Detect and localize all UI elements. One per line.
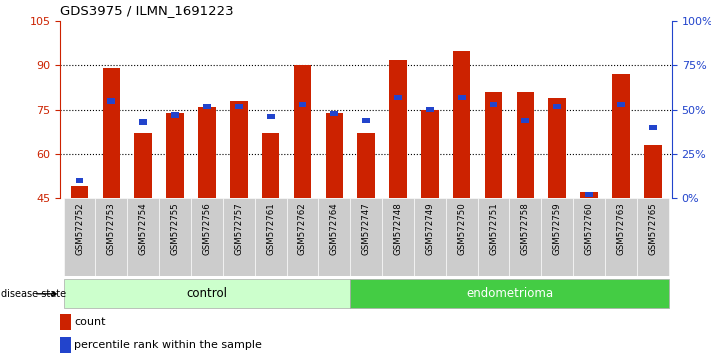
Bar [553, 104, 561, 109]
Text: GSM572749: GSM572749 [425, 202, 434, 255]
Bar [637, 198, 669, 276]
Bar [612, 74, 630, 198]
Bar [605, 198, 637, 276]
Text: GDS3975 / ILMN_1691223: GDS3975 / ILMN_1691223 [60, 4, 234, 17]
Text: GSM572755: GSM572755 [171, 202, 180, 255]
Bar [139, 120, 147, 125]
Bar [230, 101, 247, 198]
Bar [107, 98, 115, 104]
Text: endometrioma: endometrioma [466, 287, 553, 300]
Bar [426, 107, 434, 113]
Bar [478, 198, 510, 276]
Bar [102, 68, 120, 198]
Bar [453, 51, 471, 198]
Bar [331, 111, 338, 116]
Bar [63, 198, 95, 276]
Bar [60, 337, 71, 353]
Bar [421, 110, 439, 198]
Text: GSM572762: GSM572762 [298, 202, 307, 255]
Text: GSM572747: GSM572747 [362, 202, 370, 255]
Bar [166, 113, 184, 198]
Bar [362, 118, 370, 123]
Bar [235, 104, 242, 109]
Bar [63, 280, 351, 308]
Bar [446, 198, 478, 276]
Text: GSM572756: GSM572756 [203, 202, 211, 255]
Text: GSM572763: GSM572763 [616, 202, 626, 255]
Bar [649, 125, 657, 130]
Bar [394, 95, 402, 100]
Text: GSM572748: GSM572748 [393, 202, 402, 255]
Text: GSM572760: GSM572760 [584, 202, 594, 255]
Text: GSM572751: GSM572751 [489, 202, 498, 255]
Bar [319, 198, 351, 276]
Bar [351, 280, 669, 308]
Bar [267, 114, 274, 120]
Text: GSM572753: GSM572753 [107, 202, 116, 255]
Bar [223, 198, 255, 276]
Bar [198, 107, 215, 198]
Bar [299, 102, 306, 107]
Bar [71, 187, 88, 198]
Bar [60, 314, 71, 331]
Text: GSM572765: GSM572765 [648, 202, 657, 255]
Bar [617, 102, 625, 107]
Text: percentile rank within the sample: percentile rank within the sample [75, 341, 262, 350]
Bar [541, 198, 573, 276]
Text: count: count [75, 318, 106, 327]
Bar [127, 198, 159, 276]
Bar [255, 198, 287, 276]
Text: GSM572750: GSM572750 [457, 202, 466, 255]
Text: GSM572759: GSM572759 [552, 202, 562, 255]
Bar [580, 192, 598, 198]
Text: GSM572752: GSM572752 [75, 202, 84, 255]
Text: GSM572757: GSM572757 [235, 202, 243, 255]
Bar [382, 198, 414, 276]
Bar [573, 198, 605, 276]
Bar [548, 98, 566, 198]
Text: GSM572754: GSM572754 [139, 202, 148, 255]
Bar [510, 198, 541, 276]
Bar [644, 145, 661, 198]
Bar [75, 178, 83, 183]
Bar [585, 192, 593, 198]
Bar [358, 133, 375, 198]
Bar [287, 198, 319, 276]
Text: disease state: disease state [1, 289, 66, 299]
Bar [517, 92, 534, 198]
Bar [414, 198, 446, 276]
Bar [490, 102, 498, 107]
Bar [521, 118, 530, 123]
Text: GSM572758: GSM572758 [521, 202, 530, 255]
Bar [389, 59, 407, 198]
Text: control: control [186, 287, 228, 300]
Bar [171, 113, 179, 118]
Bar [134, 133, 152, 198]
Bar [294, 65, 311, 198]
Bar [159, 198, 191, 276]
Text: GSM572761: GSM572761 [266, 202, 275, 255]
Bar [203, 104, 211, 109]
Bar [191, 198, 223, 276]
Bar [458, 95, 466, 100]
Bar [485, 92, 502, 198]
Bar [326, 113, 343, 198]
Text: GSM572764: GSM572764 [330, 202, 339, 255]
Bar [95, 198, 127, 276]
Bar [262, 133, 279, 198]
Bar [351, 198, 382, 276]
